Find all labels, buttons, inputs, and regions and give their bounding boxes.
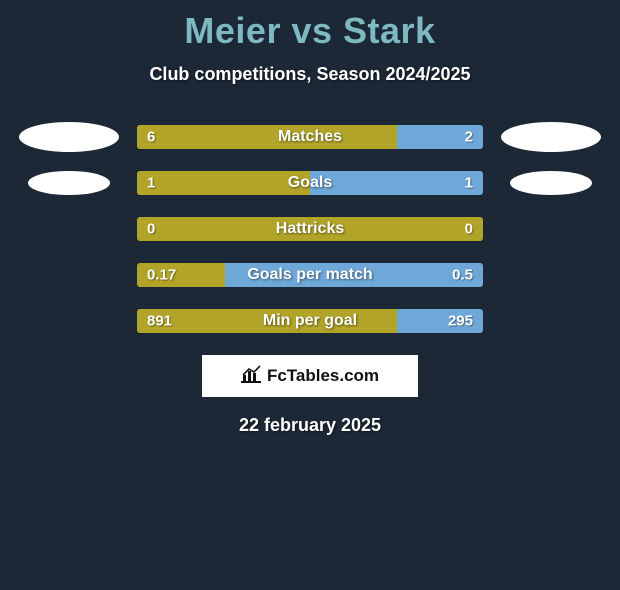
stat-label: Goals per match bbox=[247, 266, 372, 284]
right-value: 2 bbox=[465, 129, 473, 146]
page-title: Meier vs Stark bbox=[0, 10, 620, 52]
stat-bar: 0.17 0.5 Goals per match bbox=[137, 263, 483, 287]
date-label: 22 february 2025 bbox=[0, 415, 620, 436]
vs-label: vs bbox=[291, 10, 343, 51]
subtitle: Club competitions, Season 2024/2025 bbox=[0, 64, 620, 85]
bar-left-segment bbox=[137, 171, 310, 195]
left-value: 1 bbox=[147, 175, 155, 192]
comparison-row: 891 295 Min per goal bbox=[0, 309, 620, 333]
comparison-row: 1 1 Goals bbox=[0, 171, 620, 195]
stat-bar: 6 2 Matches bbox=[137, 125, 483, 149]
right-value: 1 bbox=[465, 175, 473, 192]
stat-label: Matches bbox=[278, 128, 342, 146]
bar-left-segment bbox=[137, 125, 397, 149]
left-value: 0.17 bbox=[147, 267, 176, 284]
stat-bar: 0 0 Hattricks bbox=[137, 217, 483, 241]
stat-label: Hattricks bbox=[276, 220, 344, 238]
left-value: 6 bbox=[147, 129, 155, 146]
player2-name: Stark bbox=[343, 10, 436, 51]
stat-label: Min per goal bbox=[263, 312, 357, 330]
team-dot-right bbox=[501, 122, 601, 152]
brand-chart-icon bbox=[241, 365, 261, 388]
team-dot-left bbox=[28, 171, 110, 196]
player1-name: Meier bbox=[184, 10, 281, 51]
brand-text: FcTables.com bbox=[267, 366, 379, 386]
right-value: 0 bbox=[465, 221, 473, 238]
team-dot-right bbox=[510, 171, 592, 196]
left-value: 0 bbox=[147, 221, 155, 238]
left-value: 891 bbox=[147, 313, 172, 330]
comparison-row: 0 0 Hattricks bbox=[0, 217, 620, 241]
team-dot-left bbox=[19, 122, 119, 152]
right-value: 0.5 bbox=[452, 267, 473, 284]
bar-right-segment bbox=[310, 171, 483, 195]
brand-banner: FcTables.com bbox=[202, 355, 418, 397]
stat-bar: 1 1 Goals bbox=[137, 171, 483, 195]
right-value: 295 bbox=[448, 313, 473, 330]
stat-label: Goals bbox=[288, 174, 332, 192]
comparison-rows: 6 2 Matches 1 1 Goals 0 0 Hattricks 0.17 0.5 Goals … bbox=[0, 125, 620, 333]
comparison-row: 6 2 Matches bbox=[0, 125, 620, 149]
comparison-row: 0.17 0.5 Goals per match bbox=[0, 263, 620, 287]
stat-bar: 891 295 Min per goal bbox=[137, 309, 483, 333]
